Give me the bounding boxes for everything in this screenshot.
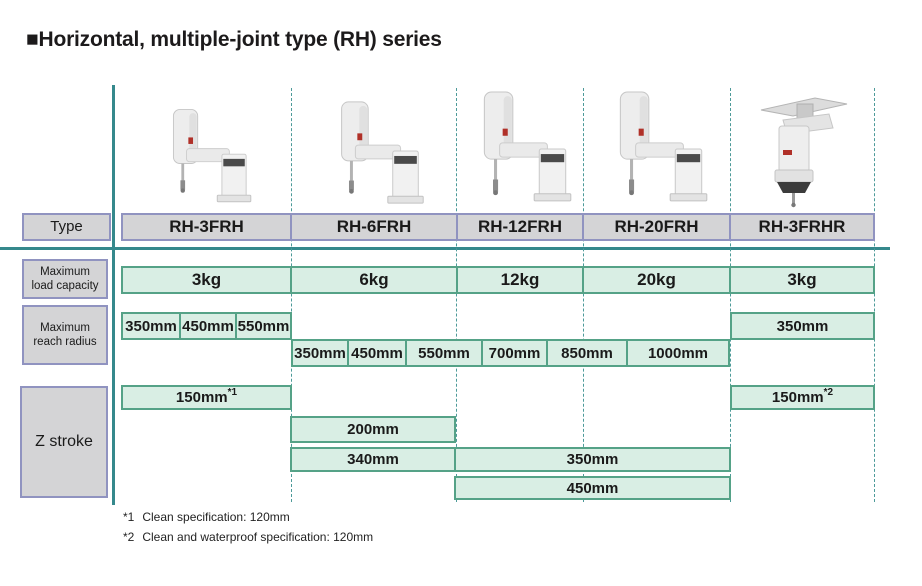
column-separator [874,88,875,502]
reach-radius-cell: 350mm [121,312,181,340]
load-capacity-cell: 6kg [290,266,458,294]
z-stroke-bar: 150mm *2 [730,385,875,410]
load-capacity-cell: 12kg [456,266,584,294]
type-row-label: Type [22,213,111,241]
reach-radius-lower-row: 350mm 450mm 550mm 700mm 850mm 1000mm [291,339,730,367]
scara-robot-icon [325,96,429,217]
z-stroke-bar: 200mm [290,416,456,443]
column-separator [583,88,584,502]
type-cell: RH-20FRH [582,213,731,241]
scara-robot-icon [157,102,257,217]
reach-radius-cell: 450mm [347,339,407,367]
z-stroke-bar: 340mm [290,447,456,472]
type-cell: RH-3FRHR [729,213,875,241]
reach-radius-cell: 450mm [179,312,237,340]
reach-radius-bar: 350mm [730,312,875,340]
load-capacity-label: Maximum load capacity [22,259,108,299]
footnote: *1 Clean specification: 120mm [123,510,290,524]
page-title: ■Horizontal, multiple-joint type (RH) se… [26,28,442,51]
divider-vertical [112,85,115,505]
column-separator [730,88,731,502]
z-stroke-label: Z stroke [20,386,108,498]
column-separator [456,88,457,502]
reach-radius-upper-row: 350mm 450mm 550mm [121,312,292,340]
scara-robot-tall-icon [471,90,575,215]
type-cell: RH-12FRH [456,213,584,241]
z-stroke-bar: 150mm *1 [121,385,292,410]
load-capacity-row: 3kg 6kg 12kg 20kg 3kg [121,266,875,294]
ceiling-scara-robot-icon [753,92,853,215]
reach-radius-cell: 550mm [405,339,483,367]
reach-radius-cell: 1000mm [626,339,730,367]
column-separator [291,88,292,502]
z-stroke-bar: 450mm [454,476,731,500]
reach-radius-cell: 550mm [235,312,292,340]
footnote: *2 Clean and waterproof specification: 12… [123,530,374,544]
load-capacity-cell: 3kg [729,266,875,294]
divider-horizontal [0,247,890,250]
reach-radius-label: Maximum reach radius [22,305,108,365]
type-cell: RH-3FRH [121,213,292,241]
type-row: RH-3FRH RH-6FRH RH-12FRH RH-20FRH RH-3FR… [121,213,875,241]
load-capacity-cell: 3kg [121,266,292,294]
reach-radius-cell: 350mm [291,339,349,367]
z-stroke-bar: 350mm [454,447,731,472]
type-cell: RH-6FRH [290,213,458,241]
reach-radius-cell: 850mm [546,339,628,367]
load-capacity-cell: 20kg [582,266,731,294]
reach-radius-cell: 700mm [481,339,548,367]
scara-robot-tall-icon [607,90,711,215]
